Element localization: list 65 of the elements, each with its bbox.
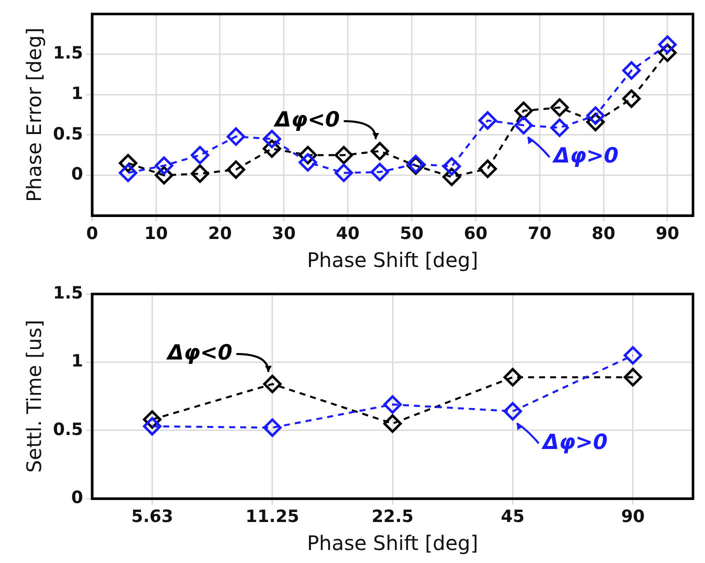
point [190,146,210,164]
point [154,156,174,175]
y-tick-label: 1.5 [52,283,84,304]
annotation: Δφ>0 [552,144,618,168]
point [118,164,138,182]
point [154,166,174,185]
point [262,130,282,148]
y-axis-title: Settl. Time [us] [22,320,46,473]
point [226,127,246,146]
y-tick-label: 0.5 [52,124,84,144]
point [478,160,497,178]
point [622,89,641,108]
x-tick-label: 80 [592,224,616,244]
point [334,146,354,164]
point [478,111,497,130]
point [263,418,282,437]
point [370,142,390,160]
point [262,139,282,158]
point [226,160,246,179]
point [142,417,162,436]
x-axis-title: Phase Shift [deg] [306,531,478,556]
x-tick-label: 10 [144,224,168,244]
x-tick-label: 5.63 [131,507,174,528]
x-tick-label: 0 [86,224,98,244]
point [550,118,569,137]
point [383,414,402,433]
x-tick-label: 90 [621,507,645,528]
y-tick-label: 0 [71,164,84,185]
x-tick-label: 45 [500,507,525,528]
point [190,164,210,183]
x-tick-label: 20 [208,224,232,244]
point [586,106,605,125]
y-tick-label: 0.5 [52,420,84,440]
point [550,98,569,117]
x-axis-title: Phase Shift [deg] [306,248,478,272]
x-tick-label: 50 [400,224,424,244]
point [624,346,642,365]
x-tick-label: 60 [464,224,488,244]
point [503,368,522,386]
annotation: Δφ>0 [540,430,608,454]
point [622,61,641,80]
point [503,402,522,421]
point [442,157,461,176]
point [514,116,533,135]
y-tick-label: 0 [71,488,84,508]
point [624,368,642,386]
x-tick-label: 70 [528,224,552,244]
point [370,162,390,182]
x-tick-label: 40 [336,224,360,244]
point [298,153,318,172]
y-tick-label: 1 [71,352,84,372]
x-tick-label: 11.25 [245,507,300,528]
y-tick-label: 1.5 [52,44,84,64]
point [334,164,354,182]
annotation: Δφ<0 [165,340,232,364]
point [658,35,677,54]
x-tick-label: 22.5 [372,507,414,528]
y-tick-label: 1 [71,84,84,104]
point [118,154,138,172]
point [263,374,282,394]
x-tick-label: 90 [656,224,680,244]
point [383,395,402,414]
annotation: Δφ<0 [272,108,340,132]
y-axis-title: Phase Error [deg] [22,28,46,202]
x-tick-label: 30 [272,224,296,244]
